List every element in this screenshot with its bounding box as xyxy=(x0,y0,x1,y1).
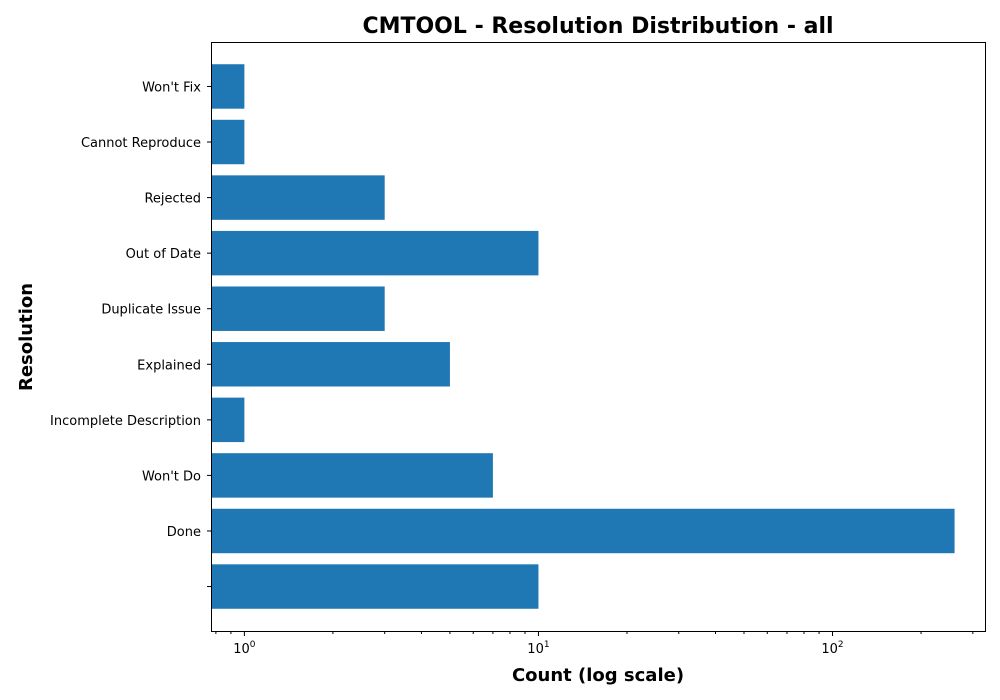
bar-5 xyxy=(211,286,385,331)
bar-8 xyxy=(211,119,245,165)
y-tick-label-8: Cannot Reproduce xyxy=(81,136,201,151)
y-tick-label-5: Duplicate Issue xyxy=(101,303,201,318)
y-tick-label-1: Done xyxy=(167,525,201,540)
bars-group xyxy=(211,64,955,609)
plot-frame xyxy=(211,42,986,632)
x-tick-label-0: 100 xyxy=(233,640,256,657)
y-axis-label: Resolution xyxy=(16,283,37,391)
y-tick-label-4: Explained xyxy=(137,358,201,373)
bar-9 xyxy=(211,64,245,109)
x-tick-label-2: 102 xyxy=(821,640,843,657)
x-axis-label: Count (log scale) xyxy=(512,665,684,686)
y-ticks-group: Done Won't Do Incomplete Description Explai… xyxy=(50,80,211,588)
bar-1 xyxy=(211,508,955,554)
x-tick-label-1: 101 xyxy=(527,640,549,657)
bar-6 xyxy=(211,230,539,276)
x-ticks-group: 100 101 102 xyxy=(215,631,974,657)
chart-title: CMTOOL - Resolution Distribution - all xyxy=(362,14,833,39)
bar-2 xyxy=(211,453,493,498)
bar-0 xyxy=(211,564,539,609)
y-tick-label-6: Out of Date xyxy=(126,247,201,262)
bar-7 xyxy=(211,175,385,220)
y-tick-label-2: Won't Do xyxy=(142,469,201,484)
bar-3 xyxy=(211,397,245,443)
y-tick-label-9: Won't Fix xyxy=(142,80,201,95)
y-tick-label-3: Incomplete Description xyxy=(50,414,201,429)
bar-4 xyxy=(211,342,450,387)
y-tick-label-7: Rejected xyxy=(144,192,201,207)
